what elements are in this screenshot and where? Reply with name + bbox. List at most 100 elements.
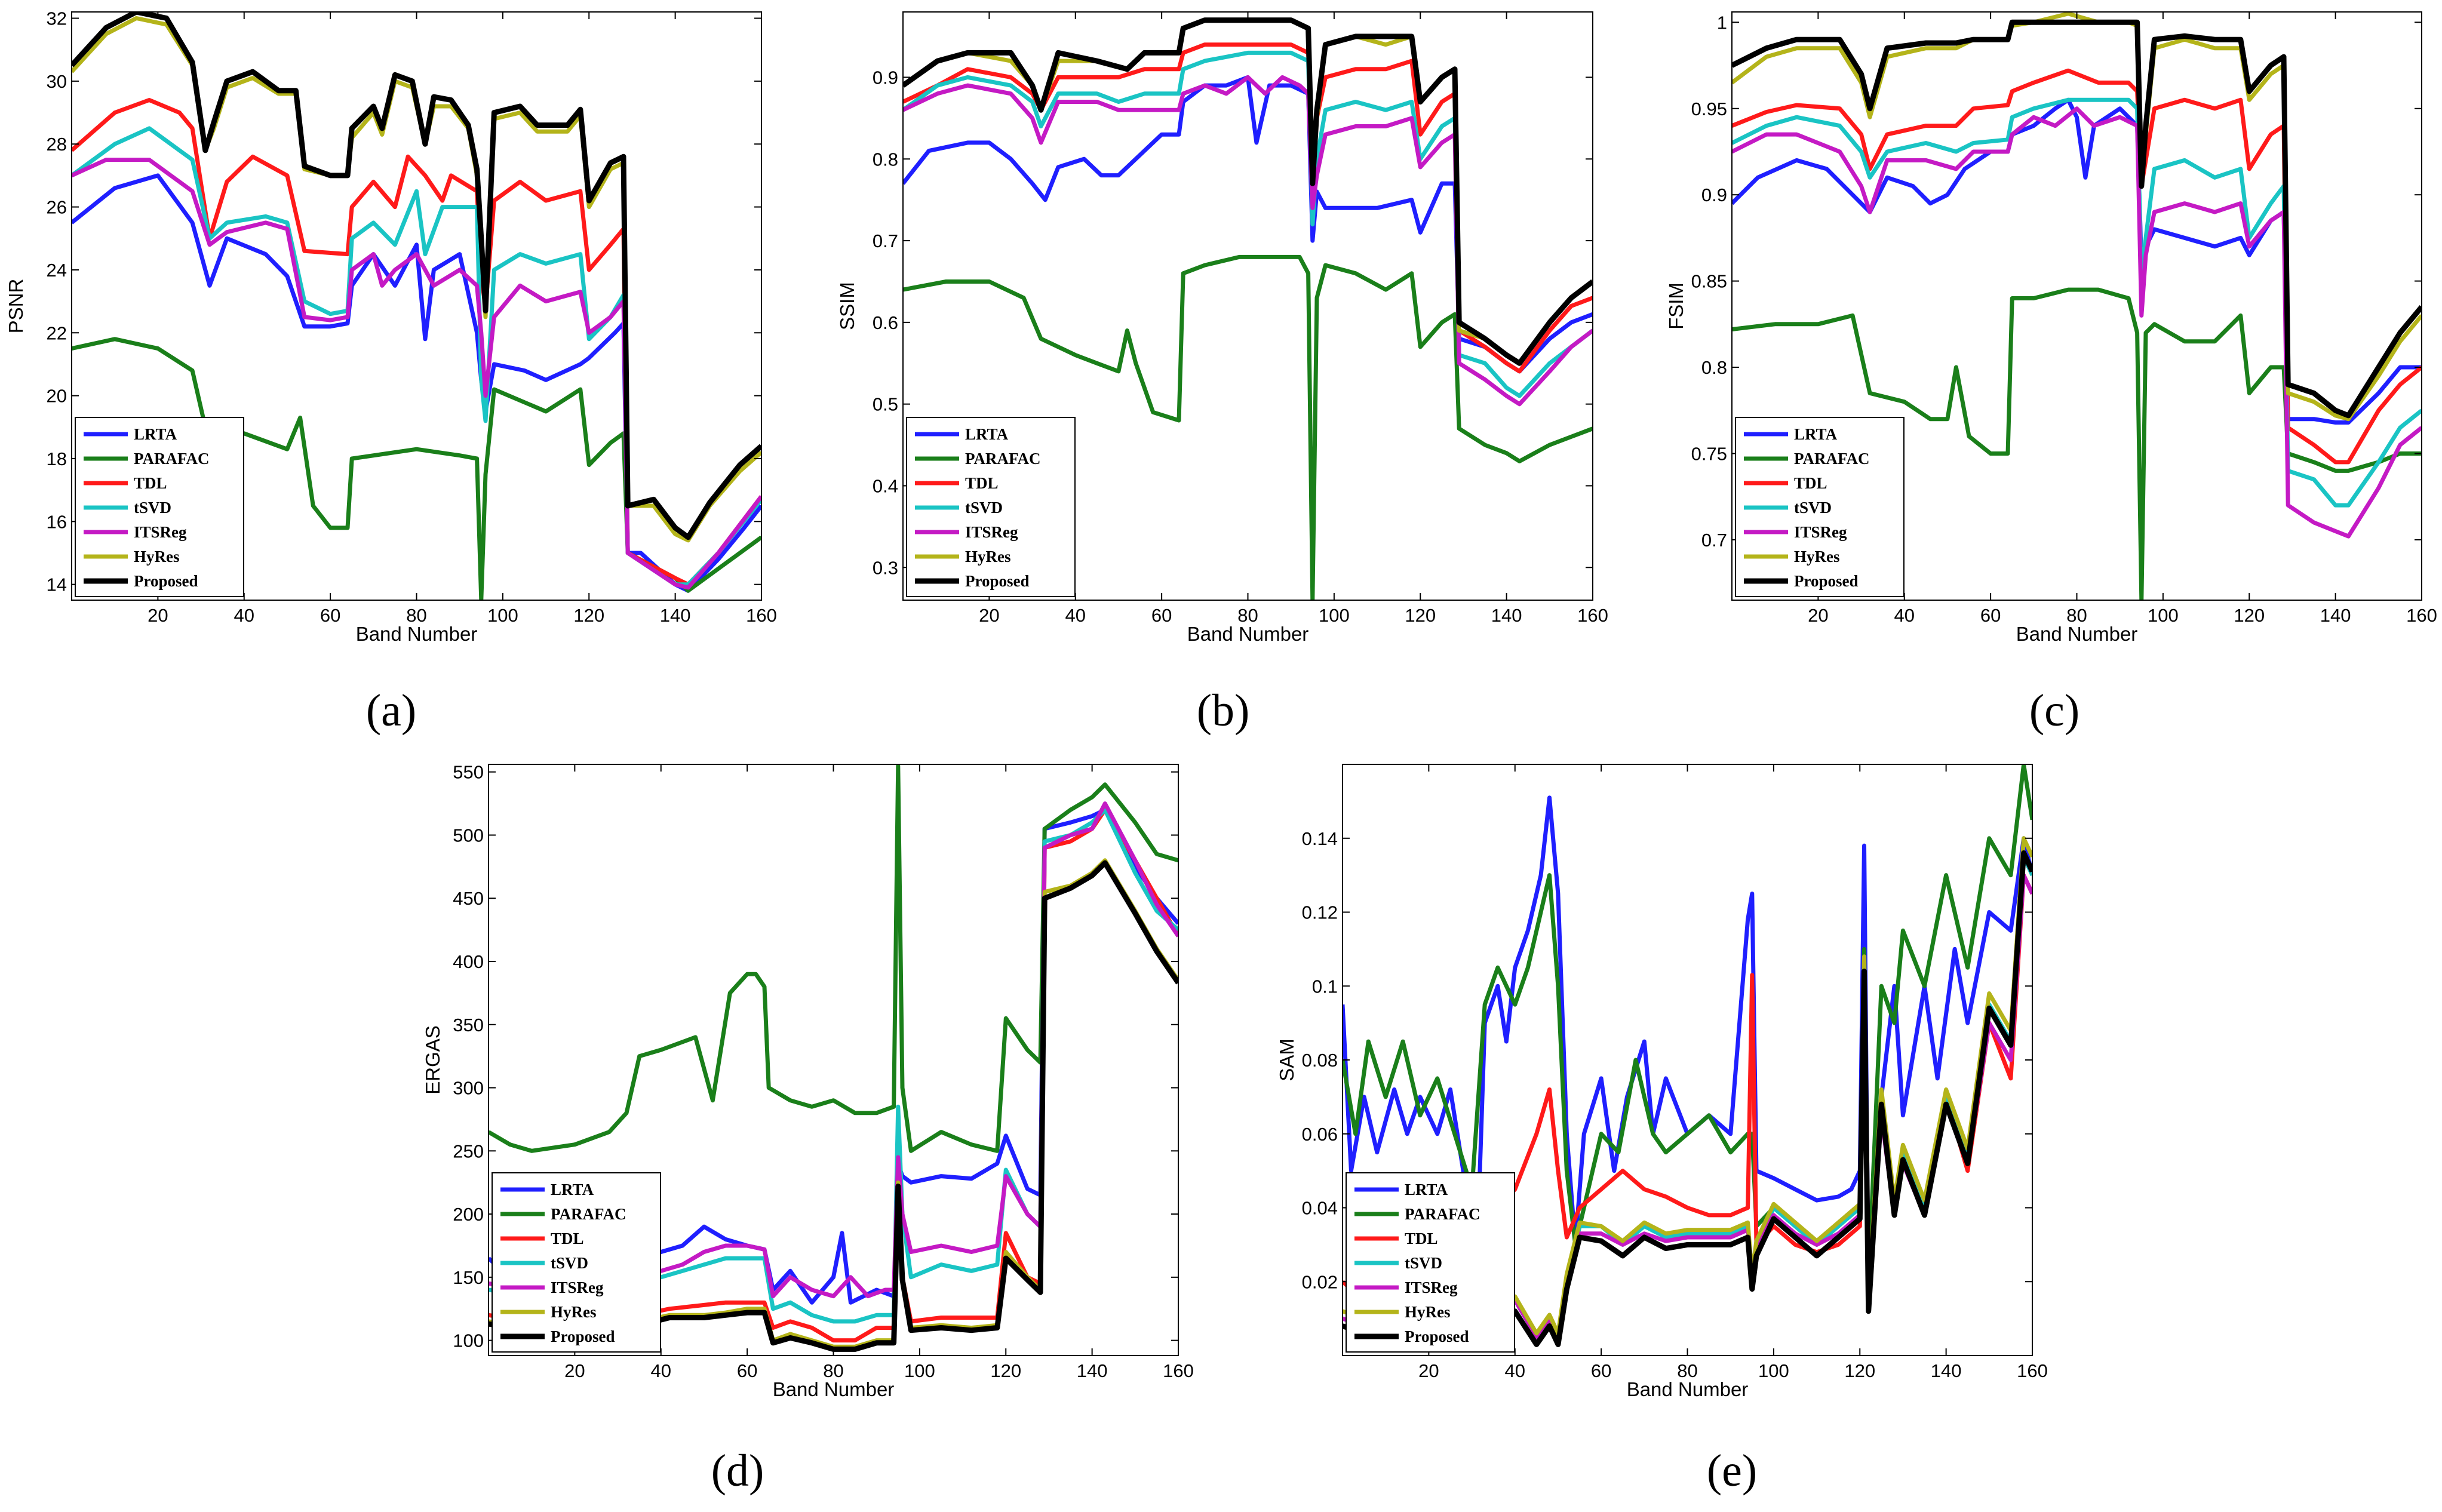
legend-label-itsreg: ITSReg (965, 523, 1018, 541)
y-tick-label: 0.08 (1302, 1050, 1338, 1071)
x-tick-label: 160 (2017, 1360, 2048, 1381)
legend-label-tsvd: tSVD (1794, 499, 1832, 517)
panel-caption: (d) (711, 1446, 764, 1496)
y-tick-label: 0.8 (1701, 357, 1727, 378)
legend-label-itsreg: ITSReg (134, 523, 187, 541)
series-line-tdl (72, 98, 761, 587)
series-line-proposed (489, 860, 1178, 1352)
y-tick-label: 0.8 (873, 149, 898, 170)
legend-label-proposed: Proposed (1794, 572, 1859, 590)
x-tick-label: 140 (1077, 1360, 1108, 1381)
y-tick-label: 30 (47, 71, 67, 92)
x-axis-label: Band Number (1187, 623, 1309, 645)
legend-label-tsvd: tSVD (965, 499, 1003, 517)
legend-label-tdl: TDL (1405, 1230, 1438, 1247)
legend-label-proposed: Proposed (134, 572, 198, 590)
legend-label-lrta: LRTA (965, 425, 1009, 443)
x-tick-label: 40 (651, 1360, 671, 1381)
legend: LRTA PARAFAC TDL tSVD ITSReg HyRes Proposed (906, 417, 1076, 597)
x-tick-label: 60 (1591, 1360, 1611, 1381)
series-line-hyres (903, 18, 1593, 365)
y-tick-label: 0.9 (873, 67, 898, 88)
x-tick-label: 100 (1758, 1360, 1789, 1381)
series-line-tsvd (72, 126, 761, 587)
y-tick-label: 20 (47, 386, 67, 407)
legend: LRTA PARAFAC TDL tSVD ITSReg HyRes Proposed (1346, 1172, 1515, 1353)
series-group (1732, 12, 2422, 600)
x-tick-label: 20 (148, 605, 168, 626)
x-tick-label: 140 (1491, 605, 1522, 626)
legend-label-proposed: Proposed (965, 572, 1030, 590)
x-tick-label: 100 (904, 1360, 935, 1381)
chart-panel-3: 20 40 60 80 100 120 140 160 100 150 200 250 300 350 40… (422, 762, 1194, 1496)
legend-label-proposed: Proposed (1405, 1327, 1469, 1345)
legend-label-hyres: HyRes (1794, 548, 1840, 566)
panel-caption: (b) (1197, 686, 1250, 736)
y-tick-label: 0.7 (873, 231, 898, 251)
y-tick-label: 0.4 (873, 475, 898, 496)
y-tick-label: 0.12 (1302, 902, 1338, 923)
x-tick-label: 20 (564, 1360, 585, 1381)
legend-label-itsreg: ITSReg (551, 1279, 604, 1296)
x-axis-label: Band Number (2016, 623, 2138, 645)
legend-label-lrta: LRTA (551, 1181, 594, 1198)
y-tick-label: 24 (47, 260, 67, 281)
legend-label-tsvd: tSVD (551, 1254, 588, 1272)
x-tick-label: 40 (1894, 605, 1915, 626)
y-tick-label: 1 (1717, 12, 1727, 33)
legend-label-lrta: LRTA (1405, 1181, 1448, 1198)
legend-label-itsreg: ITSReg (1794, 523, 1847, 541)
x-axis-label: Band Number (773, 1378, 895, 1400)
y-tick-label: 200 (453, 1204, 484, 1225)
legend-box (492, 1172, 661, 1353)
chart-panel-1: 20 40 60 80 100 120 140 160 0.3 0.4 0.5 0.6 0.7 0.8 0.… (836, 11, 1608, 736)
legend-label-tsvd: tSVD (134, 499, 171, 517)
series-line-itsreg (72, 158, 761, 590)
x-tick-label: 160 (1163, 1360, 1194, 1381)
y-tick-label: 18 (47, 448, 67, 469)
y-axis-label: ERGAS (422, 1025, 444, 1095)
x-tick-label: 100 (2148, 605, 2179, 626)
x-tick-label: 100 (1319, 605, 1350, 626)
series-line-parafac (903, 254, 1593, 600)
legend-label-tdl: TDL (965, 474, 999, 492)
series-line-parafac (489, 764, 1178, 1153)
legend: LRTA PARAFAC TDL tSVD ITSReg HyRes Proposed (492, 1172, 661, 1353)
x-axis-label: Band Number (1627, 1378, 1749, 1400)
x-tick-label: 20 (1418, 1360, 1439, 1381)
series-line-itsreg (903, 75, 1593, 407)
x-tick-label: 120 (990, 1360, 1021, 1381)
y-tick-label: 0.95 (1691, 99, 1727, 119)
series-line-lrta (903, 75, 1593, 374)
series-group (903, 17, 1593, 600)
y-tick-label: 450 (453, 888, 484, 909)
y-axis-label: SAM (1276, 1038, 1298, 1081)
x-tick-label: 120 (573, 605, 604, 626)
x-tick-label: 80 (823, 1360, 843, 1381)
y-tick-label: 0.3 (873, 557, 898, 578)
x-tick-label: 20 (1808, 605, 1828, 626)
y-tick-label: 32 (47, 8, 67, 29)
x-tick-label: 80 (1677, 1360, 1697, 1381)
chart-panel-2: 20 40 60 80 100 120 140 160 0.7 0.75 0.8 0.85 0.9 0.9… (1665, 11, 2437, 736)
y-tick-label: 22 (47, 322, 67, 343)
series-line-proposed (903, 17, 1593, 366)
x-tick-label: 120 (1405, 605, 1436, 626)
y-tick-label: 0.7 (1701, 530, 1727, 551)
legend-label-tdl: TDL (1794, 474, 1827, 492)
x-tick-label: 100 (487, 605, 518, 626)
legend-label-parafac: PARAFAC (1405, 1205, 1480, 1223)
x-axis-label: Band Number (356, 623, 478, 645)
y-tick-label: 0.06 (1302, 1124, 1338, 1145)
legend-label-itsreg: ITSReg (1405, 1279, 1458, 1296)
y-axis-label: PSNR (5, 279, 27, 334)
y-tick-label: 0.85 (1691, 271, 1727, 292)
legend-label-hyres: HyRes (965, 548, 1011, 566)
legend-label-tdl: TDL (551, 1230, 584, 1247)
x-tick-label: 40 (234, 605, 254, 626)
legend-label-hyres: HyRes (134, 548, 180, 566)
legend-label-parafac: PARAFAC (1794, 450, 1869, 468)
series-line-parafac (1732, 287, 2422, 600)
x-tick-label: 140 (1931, 1360, 1962, 1381)
